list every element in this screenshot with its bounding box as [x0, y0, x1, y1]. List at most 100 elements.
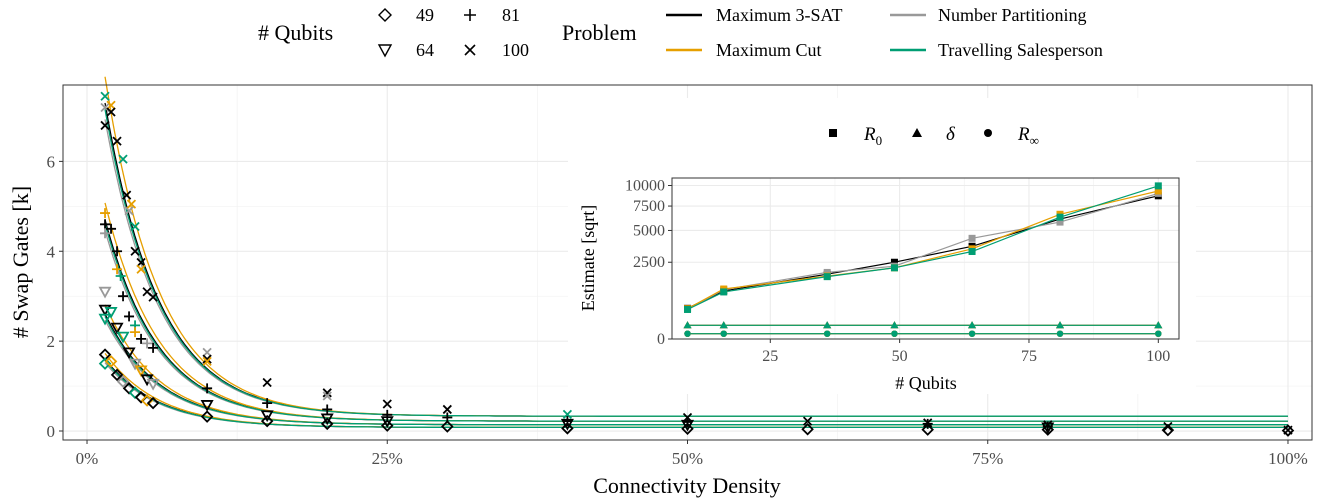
inset-point-R0-maximum-cut — [1154, 187, 1162, 195]
legend-item-qubits-49: 49 — [378, 5, 434, 25]
x-tick-label: 50% — [672, 449, 703, 468]
data-point-64-maximum-3-sat — [260, 410, 274, 423]
data-point-100-maximum-3-sat — [106, 107, 116, 117]
data-point-64-maximum-3-sat — [200, 400, 214, 412]
inset-point-R0-travelling-salesperson — [968, 247, 976, 255]
inset-point-R0-number-partitioning — [823, 268, 831, 276]
inset-point-R0-number-partitioning — [968, 234, 976, 242]
inset-y-tick-label: 5000 — [633, 222, 665, 239]
data-point-49-maximum-3-sat — [122, 382, 136, 395]
data-point-100-maximum-3-sat — [262, 377, 272, 388]
main-plot: 0% 25% 50% 75% 100% 0 2 4 6 Connectivity Density… — [8, 76, 1313, 498]
inset-point-Rinf-travelling-salesperson — [720, 330, 727, 337]
legend-item-maximum-3-sat: Maximum 3-SAT — [666, 5, 843, 25]
data-point-81-maximum-3-sat — [322, 404, 333, 415]
data-point-81-maximum-3-sat — [262, 398, 273, 409]
inset-plot-border — [671, 177, 1180, 340]
cross-marker-icon — [464, 44, 476, 56]
data-point-49-maximum-3-sat — [260, 414, 274, 428]
inset-legend: R0 δ R∞ — [829, 124, 1039, 148]
inset-point-Rinf-travelling-salesperson — [1155, 330, 1162, 337]
legend-label-travelling-salesperson: Travelling Salesperson — [938, 40, 1103, 60]
data-point-81-maximum-3-sat — [100, 219, 111, 230]
data-point-49-maximum-3-sat — [801, 422, 814, 436]
inset-x-tick-label: 25 — [762, 348, 778, 365]
data-point-64-number-partitioning — [146, 378, 160, 391]
x-tick-label: 100% — [1268, 449, 1308, 468]
data-point-49-maximum-3-sat — [1281, 424, 1295, 437]
inset-legend-delta: δ — [946, 124, 956, 145]
data-point-100-maximum-3-sat — [382, 399, 392, 409]
data-point-81-maximum-3-sat — [148, 342, 159, 353]
data-point-49-travelling-salesperson — [128, 386, 142, 400]
inset-legend-r0: R0 — [863, 124, 882, 148]
legend-label-qubits-81: 81 — [502, 5, 520, 25]
legend-label-number-partitioning: Number Partitioning — [938, 5, 1086, 25]
data-point-49-maximum-3-sat — [441, 420, 454, 433]
inset-point-R0-maximum-3-sat — [890, 258, 898, 266]
legend-label-qubits-64: 64 — [416, 40, 434, 60]
data-point-100-travelling-salesperson — [100, 91, 110, 101]
legend-label-maximum-3-sat: Maximum 3-SAT — [716, 5, 843, 25]
inset-panel: R0 δ R∞ 25 50 75 100 0 2500 5000 7500 10000 # Qu… — [568, 98, 1196, 394]
data-point-64-maximum-3-sat — [122, 347, 136, 360]
inset-point-delta-travelling-salesperson — [719, 321, 728, 329]
data-point-100-maximum-3-sat — [442, 404, 452, 415]
y-tick-label: 4 — [47, 242, 56, 261]
inset-point-R0-number-partitioning — [1056, 218, 1064, 226]
data-point-81-number-partitioning — [100, 228, 111, 239]
data-point-81-maximum-3-sat — [382, 409, 393, 420]
data-point-81-travelling-salesperson — [115, 270, 126, 281]
legend-title-problem: Problem — [562, 20, 637, 45]
y-axis-title: # Swap Gates [k] — [8, 186, 33, 338]
inset-point-Rinf-travelling-salesperson — [684, 330, 691, 337]
fit-curve-100-travelling-salesperson — [104, 109, 1288, 417]
inset-point-delta-travelling-salesperson — [890, 321, 899, 329]
data-point-49-travelling-salesperson — [98, 357, 112, 370]
inset-point-R0-travelling-salesperson — [890, 264, 898, 272]
fit-curve-49-travelling-salesperson — [104, 360, 1288, 429]
inset-point-Rinf-travelling-salesperson — [968, 330, 976, 337]
inset-x-tick-label: 100 — [1146, 348, 1170, 365]
data-point-100-maximum-3-sat — [202, 354, 212, 364]
x-tick-label: 25% — [372, 449, 403, 468]
inset-y-tick-label: 0 — [657, 331, 665, 348]
square-marker-icon — [829, 129, 837, 137]
main-axes: 0% 25% 50% 75% 100% 0 2 4 6 — [47, 152, 1308, 468]
inset-y-axis-title: Estimate [sqrt] — [578, 205, 598, 311]
data-point-49-maximum-3-sat — [1161, 423, 1175, 437]
inset-y-tick-label: 10000 — [625, 177, 665, 194]
data-point-100-number-partitioning — [100, 102, 110, 113]
data-point-64-travelling-salesperson — [98, 313, 112, 326]
data-point-81-maximum-3-sat — [202, 383, 213, 394]
data-point-81-maximum-cut — [100, 208, 111, 219]
triangle-down-marker-icon — [377, 44, 393, 58]
inset-y-tick-label: 7500 — [633, 198, 665, 215]
data-point-100-maximum-3-sat — [130, 246, 140, 256]
data-point-49-maximum-3-sat — [921, 423, 934, 436]
y-tick-label: 6 — [47, 152, 56, 171]
data-point-81-maximum-3-sat — [112, 246, 123, 257]
inset-background — [568, 98, 1196, 394]
inset-x-tick-label: 75 — [1021, 348, 1037, 365]
data-point-100-maximum-3-sat — [322, 388, 332, 398]
legend-title-qubits: # Qubits — [258, 20, 333, 45]
diamond-marker-icon — [378, 8, 392, 22]
fit-curve-81-travelling-salesperson — [104, 223, 1288, 422]
inset-point-R0-travelling-salesperson — [1154, 182, 1162, 190]
data-point-100-maximum-3-sat — [148, 292, 158, 302]
data-point-100-travelling-salesperson — [118, 154, 128, 164]
data-point-100-number-partitioning — [202, 347, 212, 358]
inset-points — [683, 182, 1163, 337]
data-point-81-maximum-cut — [112, 264, 123, 275]
data-point-100-maximum-cut — [126, 199, 137, 209]
inset-point-delta-travelling-salesperson — [823, 321, 832, 329]
fit-curve-64-travelling-salesperson — [104, 316, 1288, 426]
inset-point-Rinf-travelling-salesperson — [1056, 330, 1064, 337]
triangle-marker-icon — [912, 128, 922, 137]
data-point-49-maximum-cut — [140, 394, 154, 407]
inset-x-axis-title: # Qubits — [895, 373, 957, 393]
data-point-81-maximum-3-sat — [106, 223, 117, 234]
data-point-100-travelling-salesperson — [562, 409, 573, 420]
